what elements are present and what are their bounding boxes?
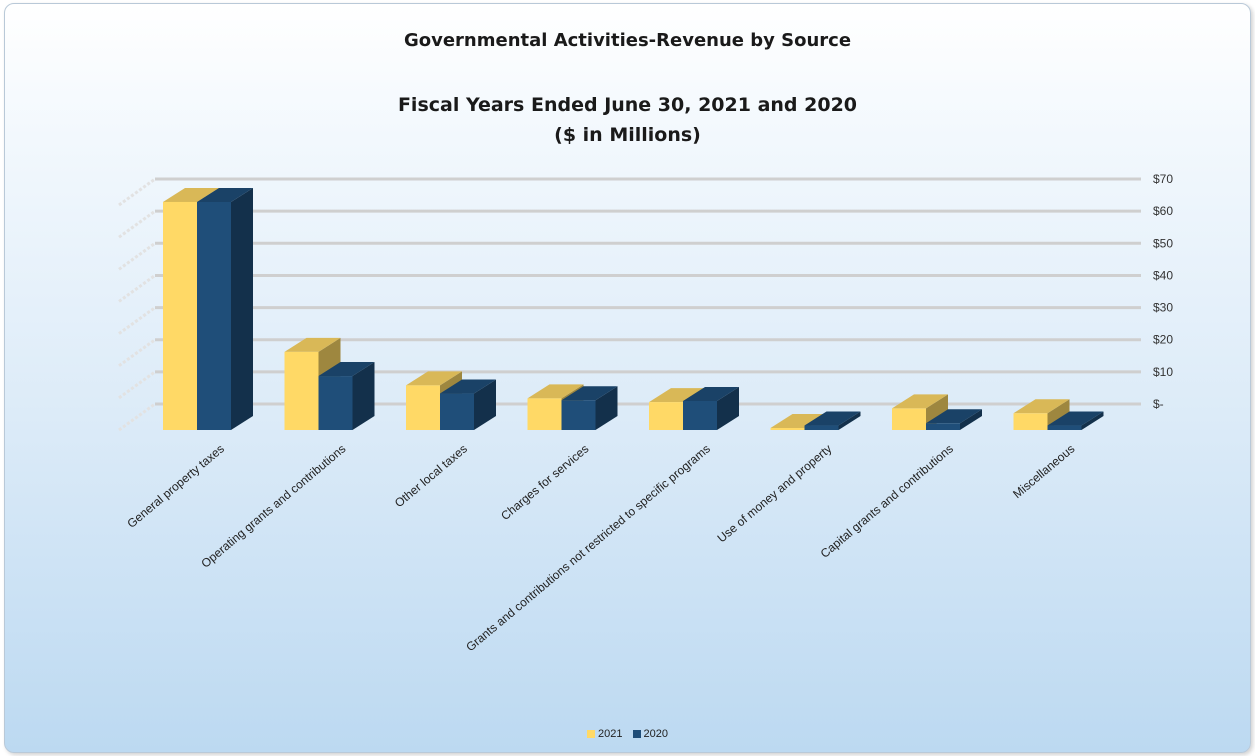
bar-side [1081,411,1104,430]
chart-subtitle-years: Fiscal Years Ended June 30, 2021 and 202… [397,94,858,116]
bar-top [892,394,948,409]
gridline-side [118,402,156,432]
bar [892,408,926,430]
bar-side [838,411,861,430]
chart-plot: $- $10 $20 $30 $40 $50 $60 $70 General property … [118,172,1173,655]
chart-legend: 2021 2020 [5,728,1250,740]
y-tick-label: $60 [1153,204,1173,218]
x-tick-label: Charges for services [498,442,591,523]
bar-side [960,409,982,430]
bar-top [649,388,705,403]
y-tick-label: $40 [1153,268,1173,282]
bar [770,428,805,430]
x-tick-label: Capital grants and contributions [818,442,956,561]
legend-label-2021: 2021 [598,728,623,740]
x-tick-label: General property taxes [124,442,227,531]
x-tick-label: Use of money and property [715,442,835,546]
gridline-side [118,242,156,271]
y-tick-label: $20 [1153,333,1173,347]
y-tick-label: $- [1153,397,1164,411]
bar-side [352,362,375,430]
x-tick-label: Grants and contributions not restricted … [463,442,713,655]
bar-top [284,337,341,352]
bar [1047,425,1082,430]
bar [926,423,960,430]
bar [683,400,717,430]
legend-label-2020: 2020 [643,728,668,740]
y-tick-label: $30 [1153,301,1173,315]
bar-side [231,187,253,430]
bar-top [770,414,827,428]
gridline-side [118,338,156,367]
bar-top [527,384,584,399]
chart-frame: Governmental Activities-Revenue by Sourc… [4,3,1251,753]
bar-top [804,411,861,426]
gridline-side [118,177,156,207]
bar-top [318,362,375,377]
bar [440,393,474,430]
bar-top [1047,411,1104,426]
bar-side [717,386,739,430]
bar [197,201,231,430]
legend-item-2021: 2021 [587,728,623,740]
y-tick-label: $70 [1153,172,1173,186]
bar-side [474,379,496,430]
legend-swatch-2021 [587,730,596,738]
bar [406,385,440,430]
y-tick-label: $50 [1153,236,1173,250]
y-tick-label: $10 [1153,365,1173,379]
bar [163,201,197,430]
legend-item-2020: 2020 [632,728,668,740]
bar [561,400,596,430]
x-tick-label: Miscellaneous [1010,442,1077,502]
x-tick-label: Operating grants and contributions [198,442,348,571]
bar [284,351,319,430]
bar-top [406,371,462,386]
bar [318,376,353,430]
gridline-side [118,209,156,239]
bar [649,402,683,430]
x-tick-label: Other local taxes [392,442,470,511]
bar-top [561,386,618,401]
bar-top [197,187,253,202]
gridline-side [118,274,156,303]
bar-top [683,386,739,401]
bar-top [163,187,219,202]
chart-title: Governmental Activities-Revenue by Sourc… [403,30,852,51]
bar-top [440,379,496,394]
bar [804,425,839,430]
bar-top [1013,399,1070,414]
bar-top [926,409,982,424]
bar [527,398,562,430]
gridline-side [118,306,156,335]
bar-side [595,386,618,430]
chart-subtitle-units: ($ in Millions) [554,124,701,146]
legend-swatch-2020 [632,730,641,738]
gridline-side [118,370,156,400]
bar [1013,413,1048,430]
